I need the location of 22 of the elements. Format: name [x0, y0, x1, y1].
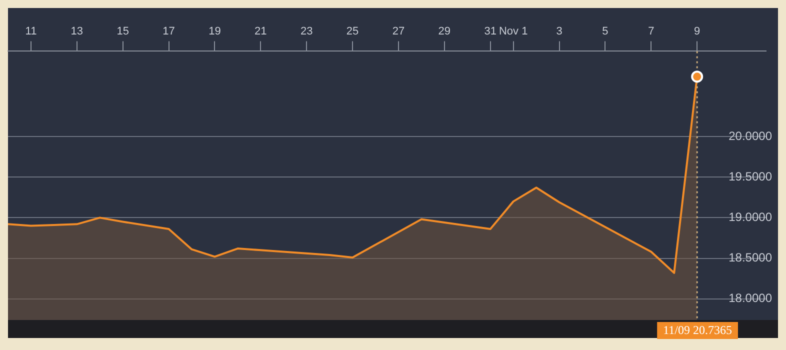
x-tick-label: 21 — [254, 26, 267, 38]
y-tick-label: 20.0000 — [728, 128, 772, 143]
x-tick-label: 27 — [392, 26, 405, 38]
x-tick-label: 19 — [208, 26, 221, 38]
x-tick-label: 11 — [25, 26, 37, 38]
x-tick-label: 13 — [70, 26, 84, 38]
x-tick-label: 29 — [438, 26, 451, 38]
x-tick-label: 5 — [602, 26, 608, 38]
x-tick-label: Nov 1 — [498, 26, 528, 38]
x-tick-label: 7 — [648, 26, 654, 38]
x-tick-label: 3 — [556, 26, 562, 38]
y-tick-label: 19.5000 — [728, 169, 772, 184]
x-tick-label: 23 — [300, 26, 313, 38]
x-tick-label: 15 — [116, 26, 129, 38]
y-tick-label: 19.0000 — [728, 210, 772, 224]
x-tick-label: 17 — [162, 26, 175, 38]
y-tick-label: 18.0000 — [728, 291, 772, 306]
text: 11/09 20.7365 — [663, 323, 732, 338]
x-tick-label: 31 — [484, 26, 496, 38]
y-tick-label: 18.5000 — [728, 250, 772, 265]
x-tick-label: 25 — [346, 26, 359, 38]
x-tick-label: 9 — [694, 26, 700, 38]
